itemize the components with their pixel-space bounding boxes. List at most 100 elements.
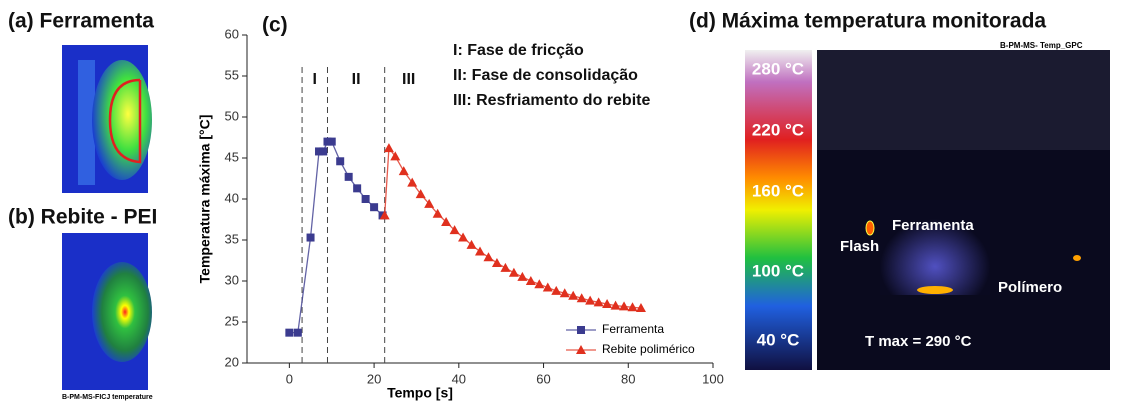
x-tick-label: 40 [452,371,466,386]
y-tick-label: 20 [225,354,239,369]
flash-spot [865,220,875,236]
phase-label: II [352,71,361,88]
phase-label: I [313,71,317,88]
phase-label: III [402,71,415,88]
marker [323,137,332,146]
marker [619,301,630,311]
marker [559,288,570,298]
marker [458,232,469,242]
marker [424,198,435,208]
outline [108,78,142,164]
marker [361,195,370,203]
x-tick-label: 60 [536,371,550,386]
color-scale [745,50,812,370]
legend-marker [577,326,585,334]
marker [293,328,302,337]
annotation: I: Fase de fricção [453,42,584,59]
scale-label: 160 °C [752,181,804,200]
legend-label: Ferramenta [602,322,664,336]
marker [568,290,579,300]
y-tick-label: 50 [225,108,239,123]
panel-b-label: (b) Rebite - PEI [8,206,157,229]
x-tick-label: 100 [702,371,724,386]
marker [449,225,460,235]
marker [327,137,336,146]
scale-label: 220 °C [752,120,804,139]
annotation: II: Fase de consolidação [453,67,638,84]
marker [336,157,345,166]
marker [576,293,587,303]
heat-zone [92,262,152,362]
x-tick-label: 80 [621,371,635,386]
y-tick-label: 60 [225,26,239,41]
machine-head [817,50,1110,150]
marker [383,143,394,153]
spot [1073,255,1081,261]
marker [407,177,418,187]
scale-label: 280 °C [752,59,804,78]
marker [525,276,536,285]
y-axis-label: Temperatura máxima [°C] [197,115,213,284]
marker [483,252,494,262]
marker [285,328,294,337]
caption-d: B-PM-MS- Temp_GPC [1000,41,1083,50]
series-line [289,140,384,334]
legend-marker [576,345,586,354]
marker [585,295,596,305]
marker [315,147,324,156]
marker [379,210,390,220]
y-tick-label: 25 [225,313,239,328]
hot-spot [917,286,953,294]
y-tick-label: 35 [225,231,239,246]
marker [602,298,613,308]
marker [319,147,328,156]
image-label: Flash [840,238,879,255]
x-tick-label: 20 [367,371,381,386]
panel-c-label: (c) [262,14,288,37]
marker [390,151,401,161]
marker [627,302,638,312]
legend-label: Rebite polimérico [602,342,695,356]
tool-glow [880,200,990,295]
marker [635,303,646,313]
marker [517,271,528,281]
series-line [384,146,642,309]
caption-b: B-PM-MS-FICJ temperature [62,394,153,401]
panel-d-label: (d) Máxima temperatura monitorada [689,10,1046,33]
marker [441,216,452,226]
chart: 20 25 30 35 40 45 50 55 60 0 20 40 60 80 100 Tempo [s] T… [197,26,724,400]
tmax-label: T max = 290 °C [865,333,972,350]
x-axis-label: Tempo [s] [387,385,453,401]
y-tick-label: 45 [225,149,239,164]
marker [415,189,426,199]
marker [370,203,379,212]
marker [475,246,485,256]
y-tick-label: 30 [225,272,239,287]
annotation: III: Resfriamento do rebite [453,92,650,109]
marker [551,285,562,295]
marker [432,208,443,218]
y-tick-label: 40 [225,190,239,205]
marker [593,297,604,307]
y-tick-label: 55 [225,67,239,82]
heat-zone [92,60,152,180]
marker [353,184,362,193]
scale-label: 40 °C [757,330,800,349]
marker [500,262,511,272]
marker [398,166,409,176]
marker [542,282,553,292]
marker [306,233,315,242]
image-label: Polímero [998,279,1062,296]
x-tick-label: 0 [286,371,293,386]
marker [534,279,545,289]
marker [508,267,519,277]
marker [610,300,621,310]
marker [466,239,477,249]
tool-shape [78,60,95,185]
marker [344,172,353,181]
image-label: Ferramenta [892,217,974,234]
panel-a-label: (a) Ferramenta [8,10,154,33]
scale-label: 100 °C [752,261,804,280]
marker [491,257,502,267]
